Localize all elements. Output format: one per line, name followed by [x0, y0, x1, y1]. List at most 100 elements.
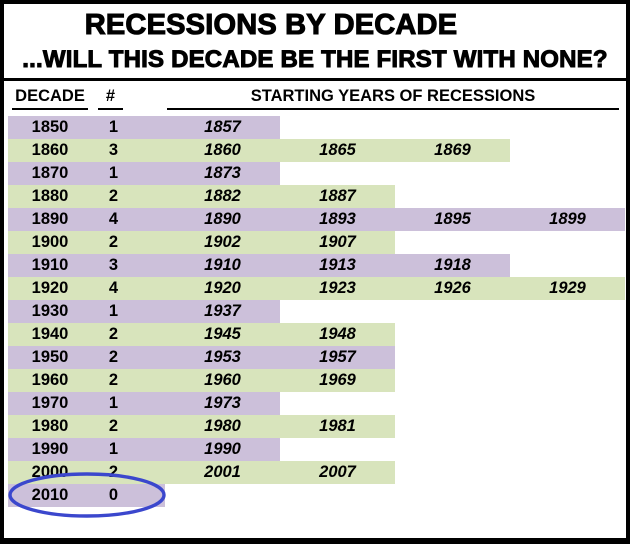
- count-cell: 2: [92, 323, 165, 346]
- decade-cell: 1850: [8, 116, 92, 139]
- decade-cell: 1900: [8, 231, 92, 254]
- recession-year-cell: [510, 231, 625, 254]
- decade-cell: 1980: [8, 415, 92, 438]
- recession-year-cell: [395, 300, 510, 323]
- table-row-1890: 1890 4 1890 1893 1895 1899: [8, 208, 625, 231]
- count-cell: 2: [92, 346, 165, 369]
- recession-year-cell: [395, 323, 510, 346]
- decade-cell: 1970: [8, 392, 92, 415]
- recession-year-cell: 1990: [165, 438, 280, 461]
- recession-year-cell: 1860: [165, 139, 280, 162]
- recession-year-cell: [395, 346, 510, 369]
- page-title: RECESSIONS BY DECADE: [84, 8, 458, 41]
- recession-year-cell: 1980: [165, 415, 280, 438]
- recession-year-cell: 1937: [165, 300, 280, 323]
- recession-year-cell: [510, 323, 625, 346]
- recession-year-cell: [510, 461, 625, 484]
- recession-year-cell: [395, 415, 510, 438]
- recession-year-cell: [510, 346, 625, 369]
- column-header-count-label: #: [97, 86, 124, 110]
- recession-year-cell: 1945: [165, 323, 280, 346]
- recession-year-cell: 1920: [165, 277, 280, 300]
- recession-year-cell: [510, 300, 625, 323]
- count-cell: 2: [92, 369, 165, 392]
- decade-cell: 1890: [8, 208, 92, 231]
- recession-year-cell: [510, 162, 625, 185]
- count-cell: 1: [92, 392, 165, 415]
- table-row-1900: 1900 2 1902 1907: [8, 231, 625, 254]
- recession-year-cell: [510, 254, 625, 277]
- recession-year-cell: [280, 392, 395, 415]
- recession-year-cell: [510, 415, 625, 438]
- recession-year-cell: 1948: [280, 323, 395, 346]
- recession-year-cell: 1857: [165, 116, 280, 139]
- recession-year-cell: [280, 116, 395, 139]
- decade-cell: 1960: [8, 369, 92, 392]
- recession-year-cell: [280, 300, 395, 323]
- decade-cell: 1950: [8, 346, 92, 369]
- recession-year-cell: 1918: [395, 254, 510, 277]
- decade-cell: 1860: [8, 139, 92, 162]
- recession-year-cell: 1882: [165, 185, 280, 208]
- table-row-1960: 1960 2 1960 1969: [8, 369, 625, 392]
- count-cell: 2: [92, 461, 165, 484]
- count-cell: 2: [92, 231, 165, 254]
- recession-year-cell: [510, 185, 625, 208]
- recession-year-cell: 1913: [280, 254, 395, 277]
- decade-cell: 1930: [8, 300, 92, 323]
- recession-year-cell: [280, 438, 395, 461]
- recession-year-cell: 1923: [280, 277, 395, 300]
- recession-year-cell: 1890: [165, 208, 280, 231]
- recession-year-cell: 1969: [280, 369, 395, 392]
- table-row-1850: 1850 1 1857: [8, 116, 625, 139]
- decade-cell: 1990: [8, 438, 92, 461]
- column-header-years-label: STARTING YEARS OF RECESSIONS: [167, 86, 619, 110]
- count-cell: 1: [92, 300, 165, 323]
- recession-year-cell: [395, 231, 510, 254]
- column-header-count: #: [92, 86, 165, 110]
- recession-year-cell: [165, 484, 280, 507]
- recession-year-cell: [395, 484, 510, 507]
- count-cell: 2: [92, 415, 165, 438]
- recession-year-cell: [510, 139, 625, 162]
- table-row-1980: 1980 2 1980 1981: [8, 415, 625, 438]
- recession-year-cell: 1957: [280, 346, 395, 369]
- table-row-1990: 1990 1 1990: [8, 438, 625, 461]
- count-cell: 1: [92, 162, 165, 185]
- recession-year-cell: [395, 116, 510, 139]
- recession-year-cell: [395, 392, 510, 415]
- recession-year-cell: 1873: [165, 162, 280, 185]
- recession-year-cell: 1953: [165, 346, 280, 369]
- recession-year-cell: [280, 162, 395, 185]
- recession-year-cell: [395, 438, 510, 461]
- decade-cell: 1910: [8, 254, 92, 277]
- decade-cell: 1940: [8, 323, 92, 346]
- recession-year-cell: [395, 369, 510, 392]
- recession-year-cell: 1869: [395, 139, 510, 162]
- table-row-2000: 2000 2 2001 2007: [8, 461, 625, 484]
- count-cell: 4: [92, 208, 165, 231]
- recession-year-cell: 1887: [280, 185, 395, 208]
- recession-year-cell: 2001: [165, 461, 280, 484]
- count-cell: 2: [92, 185, 165, 208]
- table-row-1880: 1880 2 1882 1887: [8, 185, 625, 208]
- recession-year-cell: [510, 369, 625, 392]
- count-cell: 0: [92, 484, 165, 507]
- recession-year-cell: [510, 392, 625, 415]
- decade-cell: 2000: [8, 461, 92, 484]
- count-cell: 1: [92, 116, 165, 139]
- recession-year-cell: 1929: [510, 277, 625, 300]
- recession-year-cell: 1865: [280, 139, 395, 162]
- recession-year-cell: 1910: [165, 254, 280, 277]
- recession-year-cell: [395, 162, 510, 185]
- recession-year-cell: 1895: [395, 208, 510, 231]
- recession-year-cell: 1893: [280, 208, 395, 231]
- column-header-decade-label: DECADE: [12, 86, 88, 110]
- recession-year-cell: [510, 484, 625, 507]
- page-subtitle: ...WILL THIS DECADE BE THE FIRST WITH NO…: [22, 46, 608, 74]
- count-cell: 4: [92, 277, 165, 300]
- recession-year-cell: 1926: [395, 277, 510, 300]
- decade-cell: 1920: [8, 277, 92, 300]
- recession-year-cell: [510, 438, 625, 461]
- title-divider: [4, 78, 626, 81]
